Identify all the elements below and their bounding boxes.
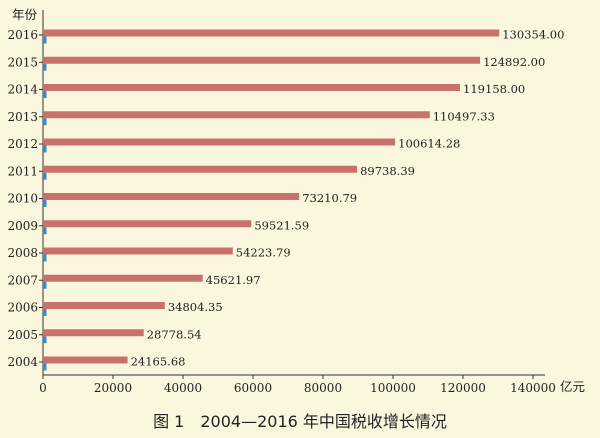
y-tick-label: 2014	[7, 83, 38, 97]
bar-value-label: 89738.39	[360, 164, 415, 178]
secondary-bar	[43, 309, 47, 316]
labels-layer: 0 20000 40000 60000 80000 100000 120000 140000 2…	[7, 28, 564, 396]
y-tick-label: 2015	[7, 55, 38, 69]
secondary-bar	[43, 254, 47, 262]
y-tick-label: 2005	[7, 328, 38, 342]
bar-value-label: 24165.68	[131, 355, 186, 369]
bar-value-label: 110497.33	[433, 109, 495, 123]
tax-revenue-bar	[43, 220, 252, 228]
x-axis-unit-label: 亿元	[560, 379, 585, 394]
bar-value-label: 54223.79	[236, 246, 291, 260]
bar-value-label: 34804.35	[168, 300, 223, 314]
chart-caption: 图 1 2004—2016 年中国税收增长情况	[153, 412, 447, 431]
secondary-bar	[43, 36, 47, 44]
y-tick-label: 2010	[7, 192, 38, 206]
tax-revenue-bar	[43, 302, 165, 309]
y-tick-label: 2012	[7, 137, 38, 151]
y-tick-label: 2006	[7, 301, 38, 315]
y-tick-label: 2013	[7, 110, 38, 124]
secondary-bar	[43, 200, 47, 207]
tax-revenue-bar	[43, 165, 358, 173]
y-tick-label: 2011	[7, 164, 38, 178]
tax-revenue-bar	[43, 247, 233, 255]
bar-value-label: 28778.54	[147, 327, 202, 341]
y-tick-label: 2008	[7, 246, 38, 260]
x-tick-label: 80000	[304, 381, 342, 395]
secondary-bar	[43, 63, 47, 71]
tax-revenue-bar	[43, 84, 461, 91]
bar-value-label: 119158.00	[463, 82, 525, 96]
x-tick-label: 20000	[94, 381, 132, 395]
secondary-bar	[43, 336, 47, 344]
y-tick-label: 2007	[7, 273, 38, 287]
x-tick-label: 0	[39, 381, 47, 395]
y-axis-label: 年份	[12, 7, 38, 22]
bar-value-label: 59521.59	[254, 218, 309, 232]
x-tick-label: 120000	[440, 381, 486, 395]
secondary-bar	[43, 118, 47, 126]
secondary-bar	[43, 145, 47, 153]
tax-revenue-bar	[43, 329, 144, 337]
tax-revenue-bar	[43, 274, 203, 282]
secondary-bar	[43, 91, 47, 98]
x-tick-label: 100000	[370, 381, 416, 395]
bar-value-label: 100614.28	[398, 137, 460, 151]
tax-revenue-bar	[43, 193, 300, 200]
tax-revenue-bar	[43, 111, 430, 119]
bar-value-label: 73210.79	[302, 191, 357, 205]
x-tick-label: 140000	[510, 381, 556, 395]
bar-value-label: 124892.00	[483, 55, 545, 69]
tax-revenue-bar	[43, 356, 128, 364]
secondary-bar	[43, 363, 47, 371]
y-tick-label: 2004	[7, 355, 38, 369]
secondary-bar	[43, 281, 47, 289]
bars-layer	[43, 29, 500, 371]
secondary-bar	[43, 172, 47, 180]
x-tick-label: 60000	[234, 381, 272, 395]
tax-revenue-bar	[43, 138, 396, 146]
y-tick-label: 2016	[7, 28, 38, 42]
x-tick-label: 40000	[164, 381, 202, 395]
y-tick-label: 2009	[7, 219, 38, 233]
bar-value-label: 45621.97	[206, 273, 261, 287]
secondary-bar	[43, 227, 47, 235]
tax-revenue-bar	[43, 29, 500, 37]
bar-value-label: 130354.00	[502, 28, 564, 42]
tax-revenue-bar	[43, 56, 481, 64]
